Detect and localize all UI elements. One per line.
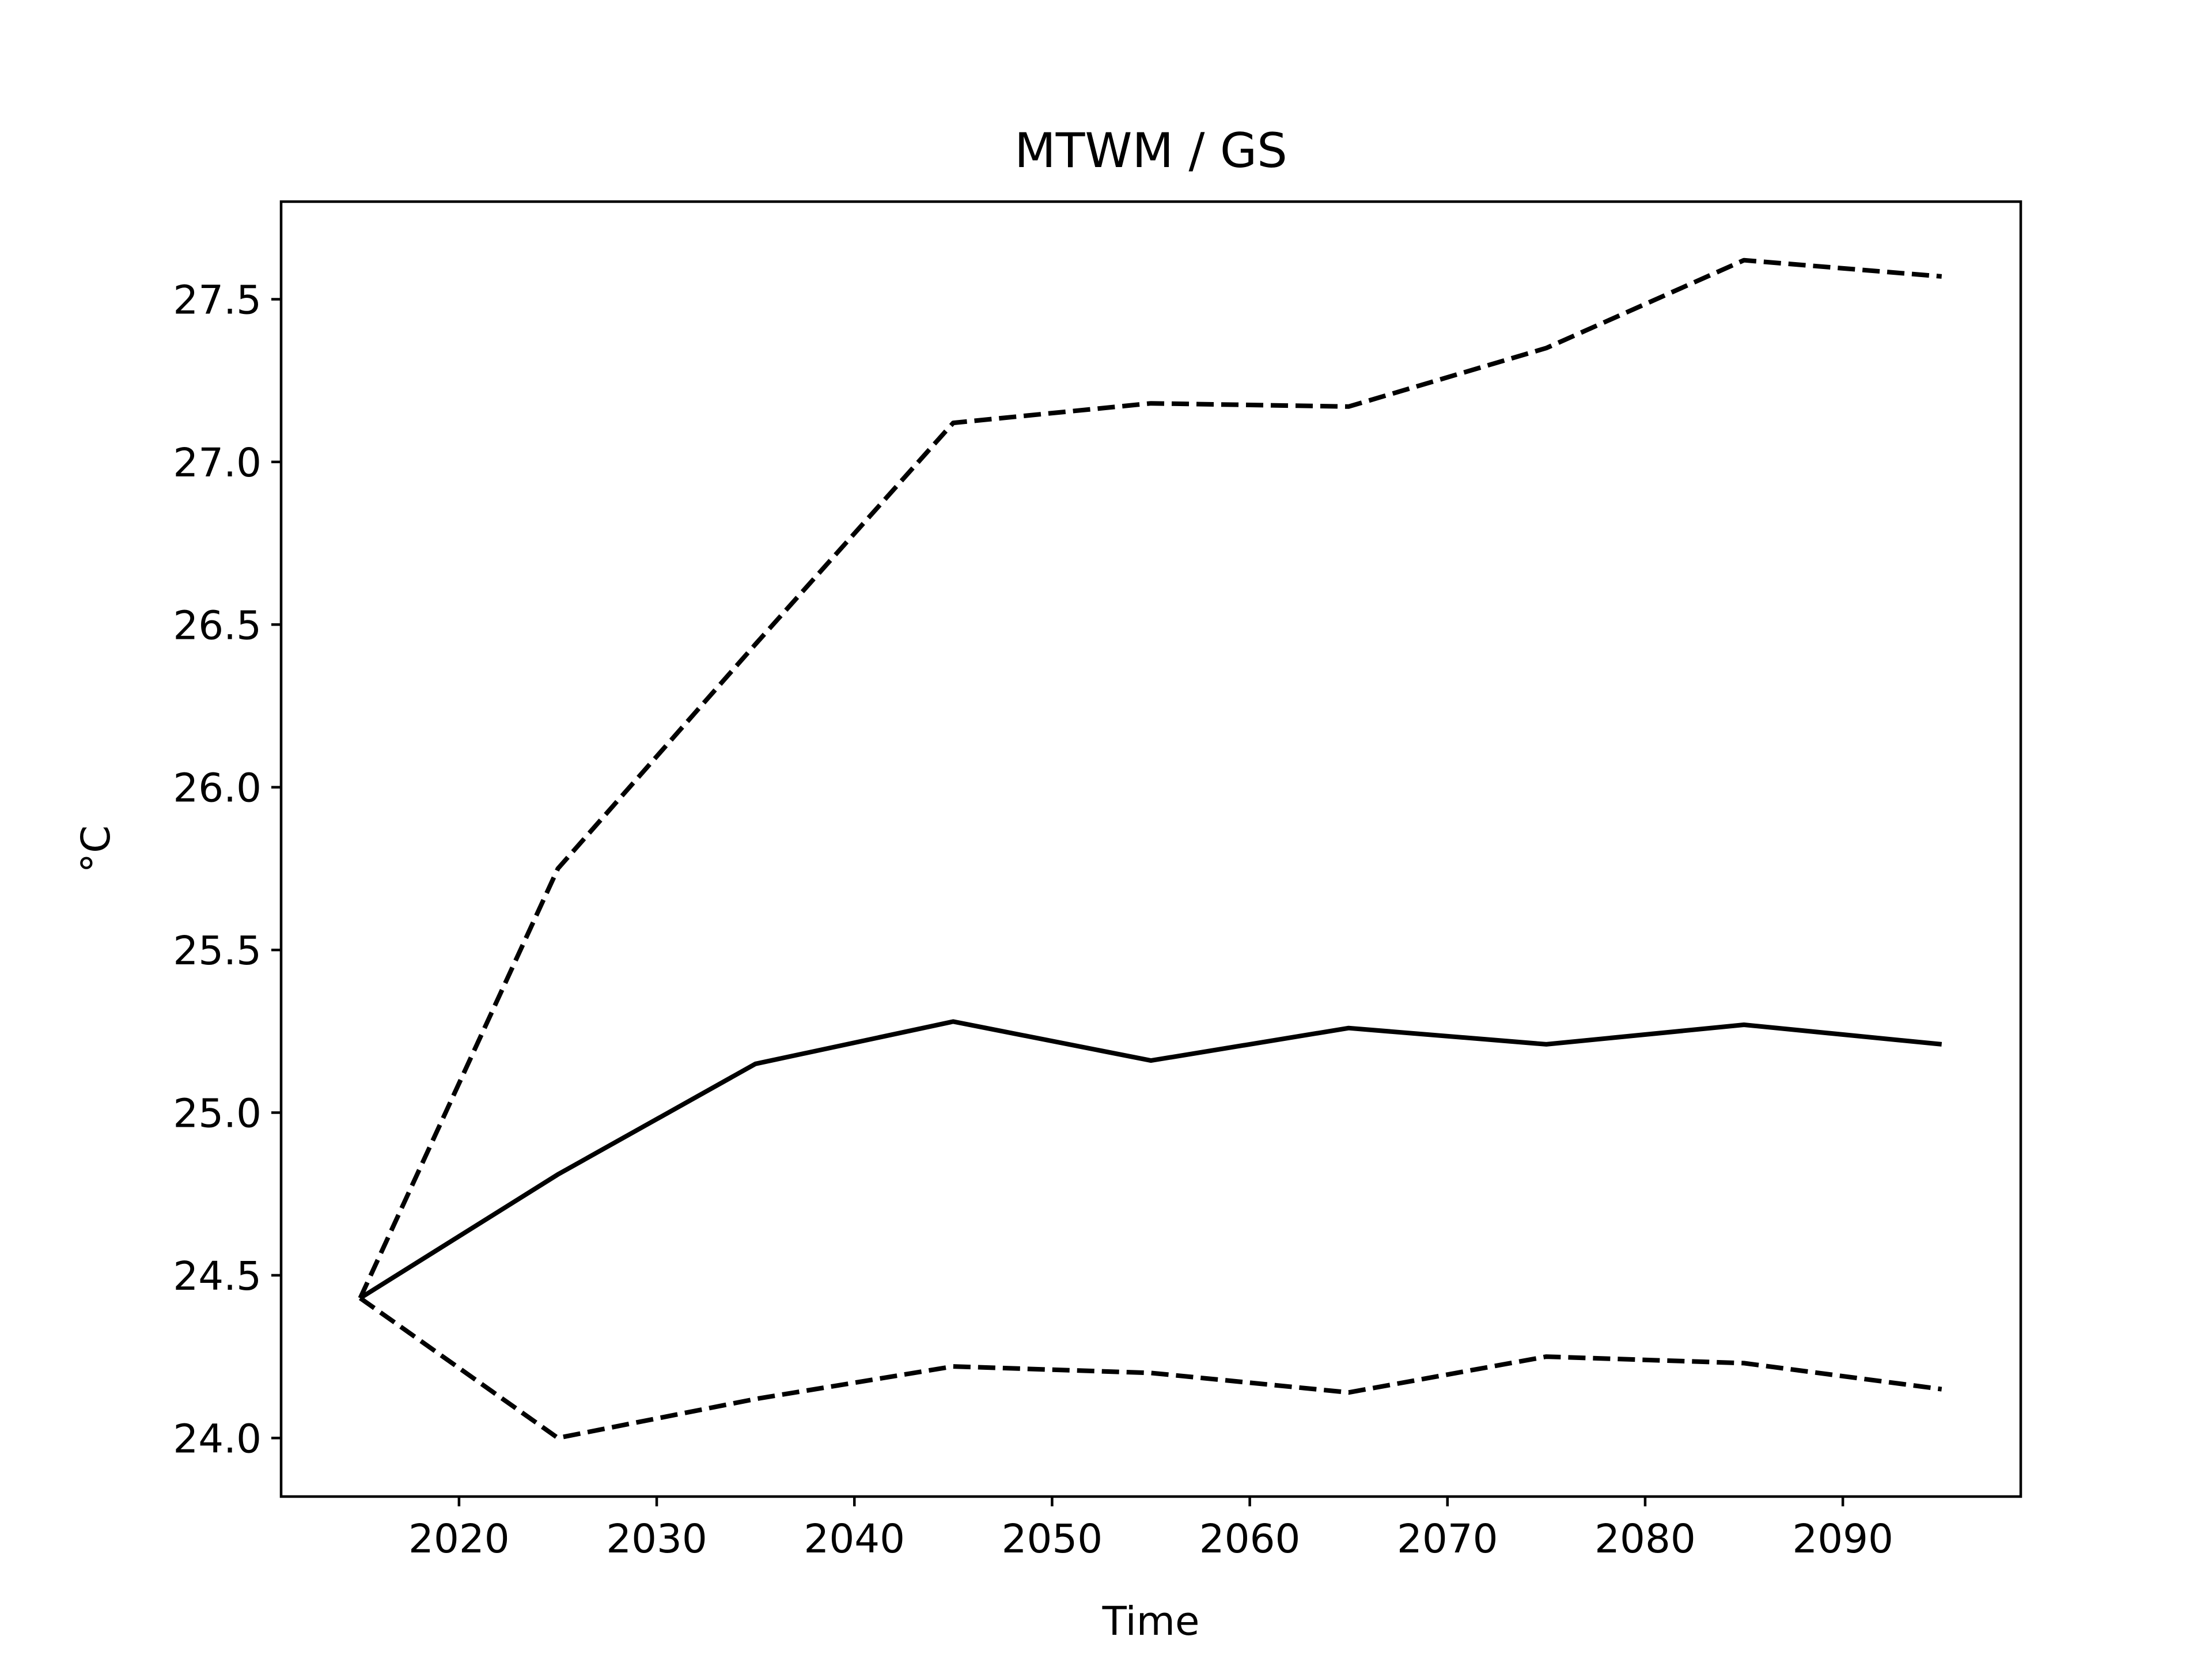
axes-frame [279, 200, 2022, 1498]
x-tick-label: 2090 [1792, 1516, 1893, 1562]
upper-bound-line [358, 257, 1942, 1300]
x-axis-ticks: 2020 2030 2040 2050 2060 2070 2080 2090 [408, 1497, 1893, 1562]
y-tick-label: 26.0 [173, 766, 262, 812]
y-axis-label: °C [73, 825, 119, 873]
y-tick-label: 25.5 [173, 928, 262, 974]
x-tick-label: 2080 [1594, 1516, 1696, 1562]
y-axis-ticks: 24.0 24.5 25.0 25.5 26.0 26.5 27.0 27.5 [173, 277, 281, 1462]
x-axis-label: Time [1102, 1599, 1200, 1645]
y-tick-label: 27.5 [173, 277, 262, 323]
chart-title: MTWM / GS [1014, 123, 1287, 179]
y-tick-label: 26.5 [173, 603, 262, 649]
y-tick-label: 24.0 [173, 1416, 262, 1462]
y-tick-label: 27.0 [173, 440, 262, 486]
y-tick-label: 24.5 [173, 1253, 262, 1300]
y-tick-label: 25.0 [173, 1091, 262, 1137]
x-tick-label: 2050 [1002, 1516, 1103, 1562]
x-tick-label: 2040 [804, 1516, 905, 1562]
x-tick-label: 2020 [408, 1516, 510, 1562]
plot-area [358, 257, 1942, 1441]
mean-line [359, 1019, 1942, 1300]
x-tick-label: 2070 [1397, 1516, 1498, 1562]
x-tick-label: 2030 [606, 1516, 707, 1562]
x-tick-label: 2060 [1199, 1516, 1301, 1562]
lower-bound-line [358, 1296, 1942, 1441]
